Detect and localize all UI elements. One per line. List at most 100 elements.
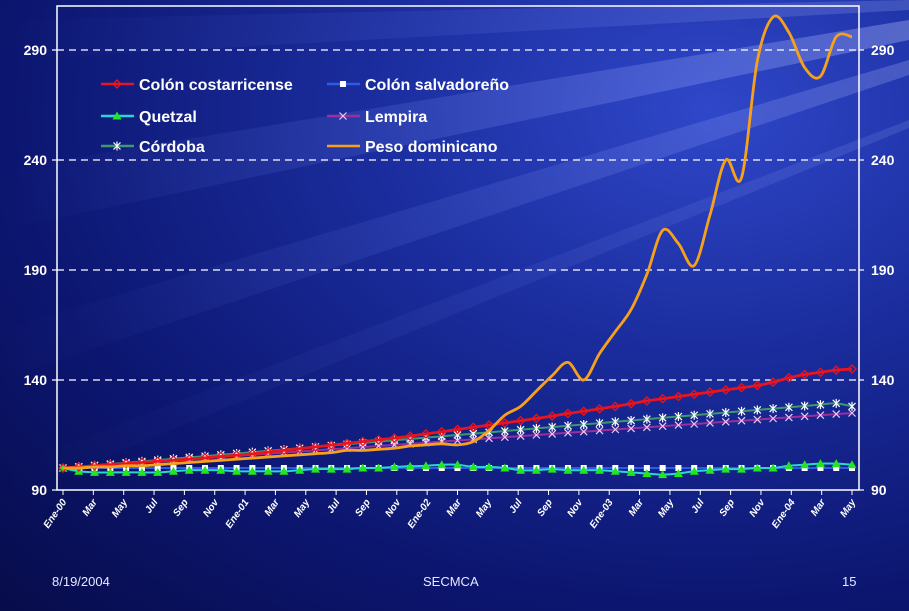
x-tick-label: Nov bbox=[383, 496, 404, 519]
data-point bbox=[706, 418, 714, 427]
data-point bbox=[279, 445, 289, 456]
legend-item: Lempira bbox=[327, 109, 427, 126]
data-point bbox=[547, 411, 558, 421]
data-point bbox=[342, 438, 352, 449]
data-point bbox=[769, 404, 778, 414]
data-point bbox=[421, 428, 431, 439]
x-tick-label: Mar bbox=[627, 497, 647, 519]
data-point bbox=[753, 415, 762, 424]
data-point bbox=[548, 422, 557, 432]
data-point bbox=[642, 469, 652, 477]
legend-marker bbox=[339, 112, 347, 120]
x-tick-label: Nov bbox=[201, 496, 222, 519]
data-point bbox=[658, 413, 667, 423]
data-point bbox=[531, 465, 541, 474]
data-point bbox=[405, 431, 416, 442]
data-point bbox=[421, 461, 431, 470]
data-point bbox=[564, 428, 572, 437]
data-point bbox=[800, 412, 809, 421]
data-point bbox=[294, 443, 305, 454]
legend-marker bbox=[112, 79, 122, 89]
data-point bbox=[799, 369, 810, 380]
series-line bbox=[62, 14, 853, 470]
data-point bbox=[815, 459, 825, 468]
data-point bbox=[105, 459, 116, 470]
data-point bbox=[736, 382, 747, 393]
x-tick-label: Nov bbox=[565, 496, 586, 519]
x-tick-label: May bbox=[110, 497, 130, 520]
data-point bbox=[784, 402, 793, 412]
y-tick-label: 190 bbox=[24, 262, 48, 278]
data-point bbox=[579, 465, 589, 474]
data-point bbox=[516, 432, 525, 441]
data-point bbox=[690, 420, 699, 428]
data-point bbox=[532, 431, 541, 439]
legend: Colón costarricense Colón salvadoreño Quet… bbox=[101, 77, 509, 156]
data-point bbox=[752, 463, 762, 472]
data-point bbox=[373, 434, 384, 445]
data-point bbox=[610, 401, 621, 412]
data-point bbox=[168, 466, 178, 475]
data-point bbox=[705, 465, 715, 474]
data-point bbox=[342, 464, 352, 473]
data-point bbox=[200, 465, 210, 474]
data-point bbox=[326, 440, 337, 451]
data-point bbox=[832, 410, 841, 419]
data-point bbox=[721, 408, 730, 418]
x-tick-label: Sep bbox=[718, 497, 738, 518]
data-point bbox=[673, 469, 683, 477]
data-point bbox=[768, 377, 779, 388]
data-point bbox=[833, 465, 840, 471]
data-point bbox=[674, 412, 683, 422]
x-tick-label: Jul bbox=[143, 497, 160, 515]
y2-tick-label: 140 bbox=[871, 372, 895, 388]
data-point bbox=[658, 422, 667, 431]
x-tick-label: Jul bbox=[325, 497, 342, 515]
legend-item: Quetzal bbox=[101, 109, 197, 126]
x-tick-label: Ene-00 bbox=[42, 497, 70, 531]
x-tick-label: Sep bbox=[171, 497, 191, 518]
data-point bbox=[768, 463, 778, 472]
x-tick-label: Jul bbox=[507, 497, 524, 515]
data-point bbox=[515, 415, 526, 426]
data-point bbox=[721, 417, 730, 426]
data-point bbox=[848, 401, 856, 411]
data-point bbox=[90, 467, 100, 476]
x-tick-label: Sep bbox=[535, 497, 555, 518]
data-point bbox=[89, 460, 100, 471]
data-point bbox=[310, 464, 320, 473]
data-point bbox=[611, 425, 620, 434]
x-tick-label: Mar bbox=[445, 497, 465, 519]
data-point bbox=[753, 405, 762, 415]
data-point bbox=[611, 417, 620, 427]
data-point bbox=[847, 364, 857, 374]
x-tick-label: Ene-04 bbox=[770, 497, 798, 531]
data-point bbox=[547, 464, 557, 473]
y-tick-label: 90 bbox=[31, 482, 47, 498]
legend-item: Córdoba bbox=[101, 139, 205, 156]
series-group bbox=[58, 14, 857, 479]
data-point bbox=[706, 409, 714, 419]
data-point bbox=[673, 391, 684, 402]
data-point bbox=[721, 464, 731, 473]
y2-tick-label: 190 bbox=[871, 262, 895, 278]
data-point bbox=[121, 458, 132, 469]
data-point bbox=[658, 470, 668, 479]
data-point bbox=[468, 462, 478, 471]
y-axis-left: 90 140 190 240 290 bbox=[24, 42, 57, 498]
data-point bbox=[453, 436, 462, 445]
x-tick-label: Sep bbox=[353, 497, 373, 518]
data-point bbox=[610, 466, 620, 475]
x-tick-label: Ene-01 bbox=[224, 497, 252, 531]
legend-marker bbox=[340, 81, 346, 87]
y-tick-label: 140 bbox=[24, 372, 48, 388]
y2-tick-label: 290 bbox=[871, 42, 895, 58]
data-point bbox=[500, 433, 509, 442]
y-tick-label: 240 bbox=[24, 152, 48, 168]
data-point bbox=[295, 465, 305, 474]
data-point bbox=[689, 466, 699, 475]
data-point bbox=[500, 463, 510, 472]
data-point bbox=[642, 423, 651, 432]
